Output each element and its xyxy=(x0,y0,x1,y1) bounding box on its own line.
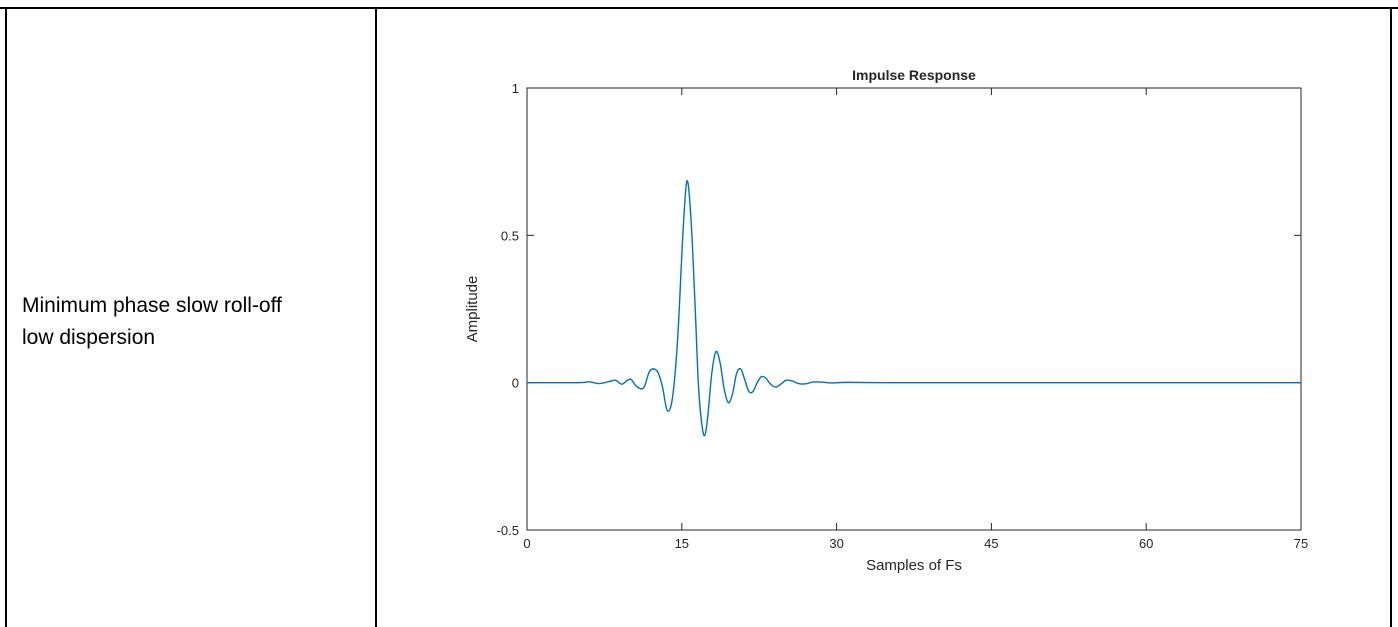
table-border-left xyxy=(5,7,7,627)
table-border-right xyxy=(1390,7,1392,627)
impulse-response-chart: 0 15 30 45 60 75 -0.5 0 0.5 1 Impulse Response Sa… xyxy=(464,67,1309,574)
y-axis-label: Amplitude xyxy=(464,276,481,343)
description-line-2: low dispersion xyxy=(22,326,156,349)
axes-box xyxy=(526,87,1302,531)
x-tick-label: 45 xyxy=(984,536,998,551)
impulse-response-line xyxy=(526,180,1301,437)
x-tick-label: 60 xyxy=(1139,536,1153,551)
y-tick-label: 1 xyxy=(512,81,519,96)
description-cell: Minimum phase slow roll-off low dispersi… xyxy=(22,290,367,354)
x-tick-label: 15 xyxy=(675,536,689,551)
y-tick-label: 0 xyxy=(512,376,519,391)
x-axis-label: Samples of Fs xyxy=(866,557,962,574)
table-border-top xyxy=(0,7,1398,9)
x-tick-label: 0 xyxy=(523,536,530,551)
x-tick-label: 30 xyxy=(829,536,843,551)
table-border-middle xyxy=(375,7,377,627)
chart-title: Impulse Response xyxy=(852,67,976,83)
description-line-1: Minimum phase slow roll-off xyxy=(22,294,282,317)
y-tick-label: -0.5 xyxy=(497,523,519,538)
x-tick-label: 75 xyxy=(1294,536,1308,551)
y-tick-label: 0.5 xyxy=(501,228,519,243)
plot-area: 0 15 30 45 60 75 -0.5 0 0.5 1 xyxy=(497,81,1309,551)
